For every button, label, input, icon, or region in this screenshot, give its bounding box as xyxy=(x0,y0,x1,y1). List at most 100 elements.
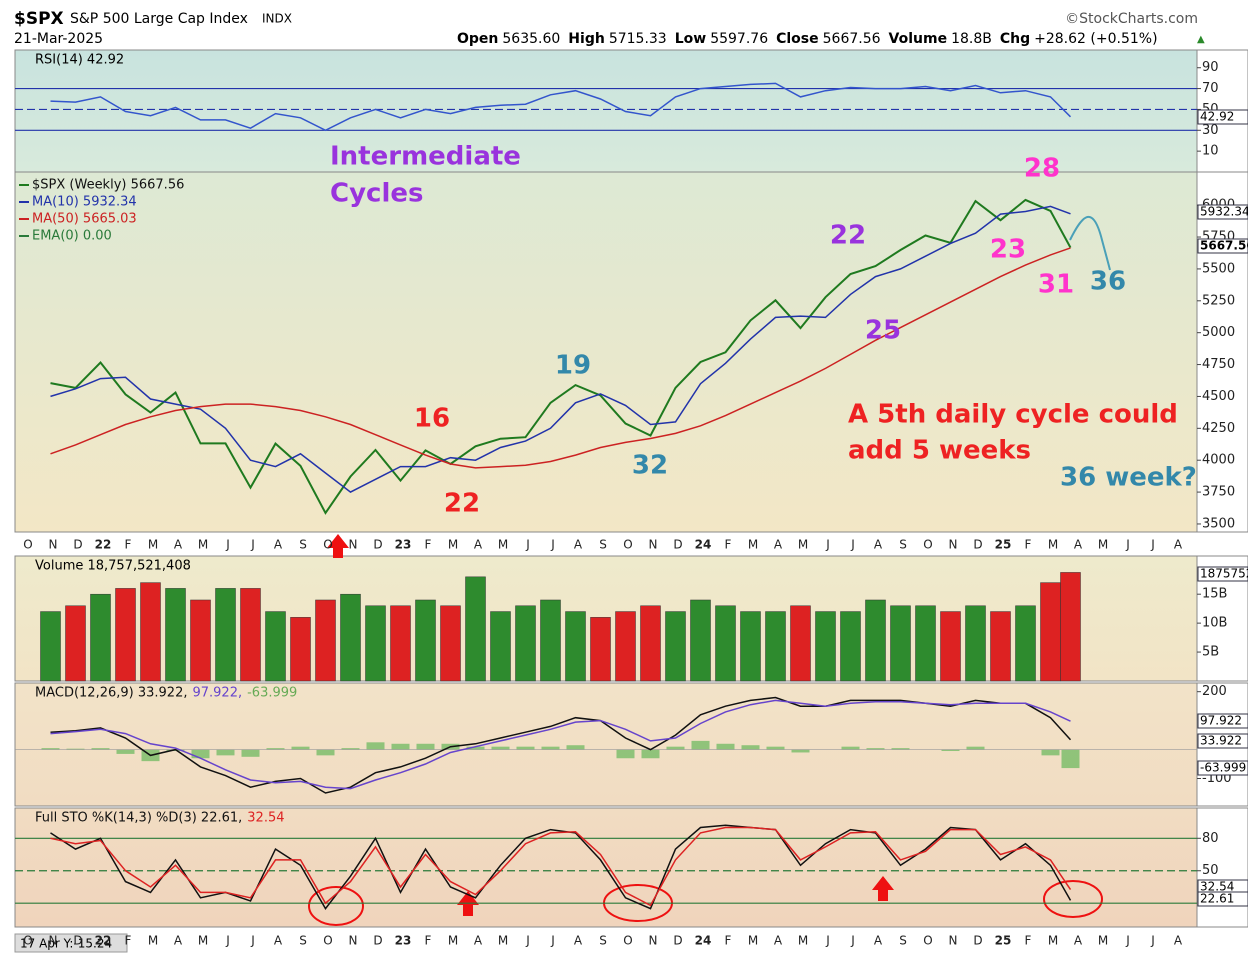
x-tick-label: 25 xyxy=(995,934,1012,948)
x-tick-label: A xyxy=(274,538,283,552)
x-tick-label: A xyxy=(874,934,883,948)
histogram-bar xyxy=(891,748,910,750)
volume-bar xyxy=(665,611,686,682)
volume-bar xyxy=(390,605,411,682)
circle-marker xyxy=(1043,880,1103,918)
x-tick-label: M xyxy=(198,934,208,948)
x-tick-label: M xyxy=(448,934,458,948)
volume-bar xyxy=(215,588,236,682)
circle-marker xyxy=(308,886,364,926)
histogram-bar xyxy=(41,748,60,750)
x-tick-label: N xyxy=(949,538,958,552)
value-badge xyxy=(1197,238,1248,254)
volume-bar xyxy=(290,617,311,682)
y-tick-label: 70 xyxy=(1202,81,1219,96)
x-tick-label: J xyxy=(550,934,555,948)
volume-bar xyxy=(465,576,486,682)
legend-entry: MA(10) 5932.34 xyxy=(32,195,137,210)
annotation: 23 xyxy=(990,235,1026,265)
y-tick-label: 50 xyxy=(1202,863,1219,878)
x-tick-label: M xyxy=(148,538,158,552)
x-tick-label: S xyxy=(599,934,607,948)
x-tick-label: F xyxy=(425,538,432,552)
histogram-bar xyxy=(541,746,560,750)
histogram-bar xyxy=(1041,749,1060,756)
x-tick-label: J xyxy=(1150,538,1155,552)
legend-entry: Full STO %K(14,3) %D(3) 22.61, xyxy=(35,811,242,826)
x-tick-label: 22 xyxy=(95,538,112,552)
volume-bar xyxy=(140,582,161,682)
annotation: 22 xyxy=(830,221,866,251)
annotation: 25 xyxy=(865,316,901,346)
x-tick-label: O xyxy=(323,934,332,948)
x-tick-label: A xyxy=(1174,934,1183,948)
volume-bar xyxy=(890,605,911,682)
histogram-bar xyxy=(666,746,685,750)
y-tick-label: 30 xyxy=(1202,123,1219,138)
x-tick-label: F xyxy=(725,538,732,552)
value-badge-label: -63.999 xyxy=(1200,761,1246,775)
cursor-box xyxy=(14,933,128,953)
panel-background xyxy=(14,171,1198,533)
volume-bar xyxy=(740,611,761,682)
x-tick-label: J xyxy=(1125,934,1130,948)
legend-entry: EMA(0) 0.00 xyxy=(32,229,112,244)
annotation: 32 xyxy=(632,451,668,481)
x-tick-label: M xyxy=(1048,538,1058,552)
volume-bar xyxy=(490,611,511,682)
change-arrow: ▲ xyxy=(1197,34,1205,45)
volume-bar xyxy=(515,605,536,682)
histogram-bar xyxy=(716,743,735,750)
x-tick-label: S xyxy=(299,538,307,552)
histogram-bar xyxy=(266,748,285,750)
annotation: 16 xyxy=(414,404,450,434)
x-tick-label: O xyxy=(323,538,332,552)
volume-bar xyxy=(565,611,586,682)
histogram-bar xyxy=(366,742,385,750)
volume-bar xyxy=(1060,572,1081,682)
volume-bar xyxy=(40,611,61,682)
quote-value: 5635.60 xyxy=(502,31,560,47)
x-tick-label: N xyxy=(649,934,658,948)
quote-value: 5715.33 xyxy=(609,31,667,47)
histogram-bar xyxy=(241,749,260,757)
volume-bar xyxy=(65,605,86,682)
x-tick-label: J xyxy=(825,934,830,948)
symbol: $SPX xyxy=(14,9,64,29)
legend-entry: Volume 18,757,521,408 xyxy=(35,559,191,574)
volume-bar xyxy=(240,588,261,682)
histogram-bar xyxy=(416,743,435,750)
value-badge-label: 33.922 xyxy=(1200,734,1242,748)
y-tick-label: 90 xyxy=(1202,60,1219,75)
arrow-marker xyxy=(872,876,894,901)
x-tick-label: J xyxy=(225,934,230,948)
volume-bar xyxy=(965,605,986,682)
x-tick-label: M xyxy=(448,538,458,552)
histogram-bar xyxy=(66,748,85,750)
x-tick-label: M xyxy=(148,934,158,948)
exchange: INDX xyxy=(262,12,292,26)
volume-bar xyxy=(315,599,336,682)
x-tick-label: N xyxy=(349,934,358,948)
y-tick-label: 4750 xyxy=(1202,357,1235,372)
volume-bar xyxy=(190,599,211,682)
quote-label: Low xyxy=(675,31,707,47)
x-tick-label: S xyxy=(299,934,307,948)
histogram-bar xyxy=(91,748,110,750)
quote-value: +28.62 (+0.51%) xyxy=(1034,31,1157,47)
volume-bar xyxy=(615,611,636,682)
x-tick-label: J xyxy=(525,934,530,948)
x-tick-label: J xyxy=(250,538,255,552)
x-tick-label: J xyxy=(550,538,555,552)
histogram-bar xyxy=(466,746,485,750)
x-tick-label: O xyxy=(623,538,632,552)
arrow-marker xyxy=(327,534,349,558)
volume-bar xyxy=(540,599,561,682)
annotation: A 5th daily cycle could xyxy=(848,400,1178,430)
projection-curve xyxy=(1069,215,1111,271)
series-line xyxy=(50,198,1072,515)
value-badge-label: 18757521408 xyxy=(1200,567,1248,581)
volume-bar xyxy=(1040,582,1061,682)
x-tick-label: J xyxy=(1150,934,1155,948)
series-line xyxy=(50,699,1071,790)
